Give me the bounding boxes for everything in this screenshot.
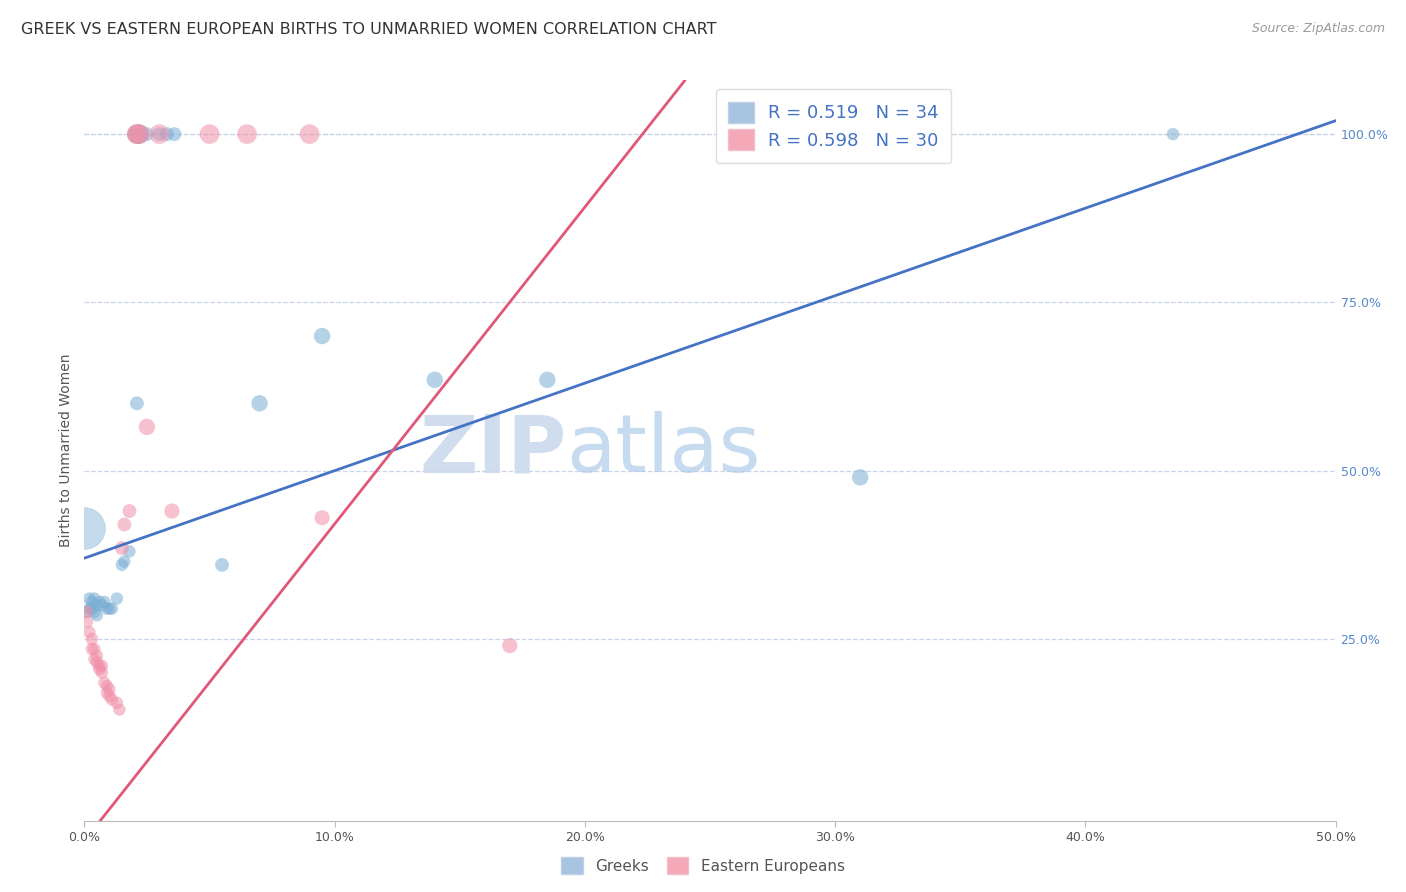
Point <box>101 601 124 615</box>
Point <box>79 601 101 615</box>
Point <box>83 605 105 619</box>
Point <box>849 470 872 484</box>
Point <box>499 639 522 653</box>
Point <box>98 682 121 697</box>
Point <box>136 420 159 434</box>
Point <box>76 605 98 619</box>
Text: Source: ZipAtlas.com: Source: ZipAtlas.com <box>1251 22 1385 36</box>
Point <box>160 504 183 518</box>
Point <box>249 396 271 410</box>
Text: ZIP: ZIP <box>419 411 567 490</box>
Point <box>136 127 159 141</box>
Point <box>236 127 259 141</box>
Legend: Greeks, Eastern Europeans: Greeks, Eastern Europeans <box>555 851 851 880</box>
Point <box>86 656 108 670</box>
Point <box>163 127 186 141</box>
Point <box>112 517 135 532</box>
Point <box>156 127 179 141</box>
Point <box>93 675 115 690</box>
Point <box>125 396 148 410</box>
Point <box>128 127 150 141</box>
Point <box>536 373 558 387</box>
Point <box>86 648 108 663</box>
Point <box>111 541 134 555</box>
Point <box>112 555 135 569</box>
Legend: R = 0.519   N = 34, R = 0.598   N = 30: R = 0.519 N = 34, R = 0.598 N = 30 <box>716 89 952 162</box>
Point <box>80 632 103 646</box>
Point <box>211 558 233 572</box>
Point <box>90 599 112 613</box>
Point <box>311 510 333 524</box>
Point <box>96 601 118 615</box>
Point <box>89 658 111 673</box>
Point <box>98 601 121 615</box>
Point <box>125 127 148 141</box>
Point <box>73 521 96 535</box>
Point <box>298 127 321 141</box>
Point <box>83 642 105 657</box>
Point <box>86 599 108 613</box>
Point <box>80 642 103 657</box>
Point <box>148 127 170 141</box>
Point <box>108 703 131 717</box>
Point <box>118 544 141 558</box>
Point <box>90 658 112 673</box>
Point <box>93 595 115 609</box>
Point <box>125 127 148 141</box>
Point <box>80 595 103 609</box>
Point <box>79 591 101 606</box>
Point <box>79 625 101 640</box>
Point <box>98 689 121 703</box>
Point <box>101 692 124 706</box>
Point <box>128 127 150 141</box>
Point <box>76 605 98 619</box>
Point <box>105 696 128 710</box>
Point <box>83 652 105 666</box>
Point <box>1161 127 1184 141</box>
Point <box>423 373 446 387</box>
Point <box>125 127 148 141</box>
Point <box>118 504 141 518</box>
Point <box>198 127 221 141</box>
Point <box>89 662 111 676</box>
Point <box>148 127 170 141</box>
Point <box>80 601 103 615</box>
Point <box>311 329 333 343</box>
Point <box>105 591 128 606</box>
Point <box>96 679 118 693</box>
Text: GREEK VS EASTERN EUROPEAN BIRTHS TO UNMARRIED WOMEN CORRELATION CHART: GREEK VS EASTERN EUROPEAN BIRTHS TO UNMA… <box>21 22 717 37</box>
Text: atlas: atlas <box>567 411 761 490</box>
Point <box>89 595 111 609</box>
Point <box>90 665 112 680</box>
Point <box>83 591 105 606</box>
Point <box>76 615 98 629</box>
Y-axis label: Births to Unmarried Women: Births to Unmarried Women <box>59 354 73 547</box>
Point <box>86 608 108 623</box>
Point <box>111 558 134 572</box>
Point <box>96 686 118 700</box>
